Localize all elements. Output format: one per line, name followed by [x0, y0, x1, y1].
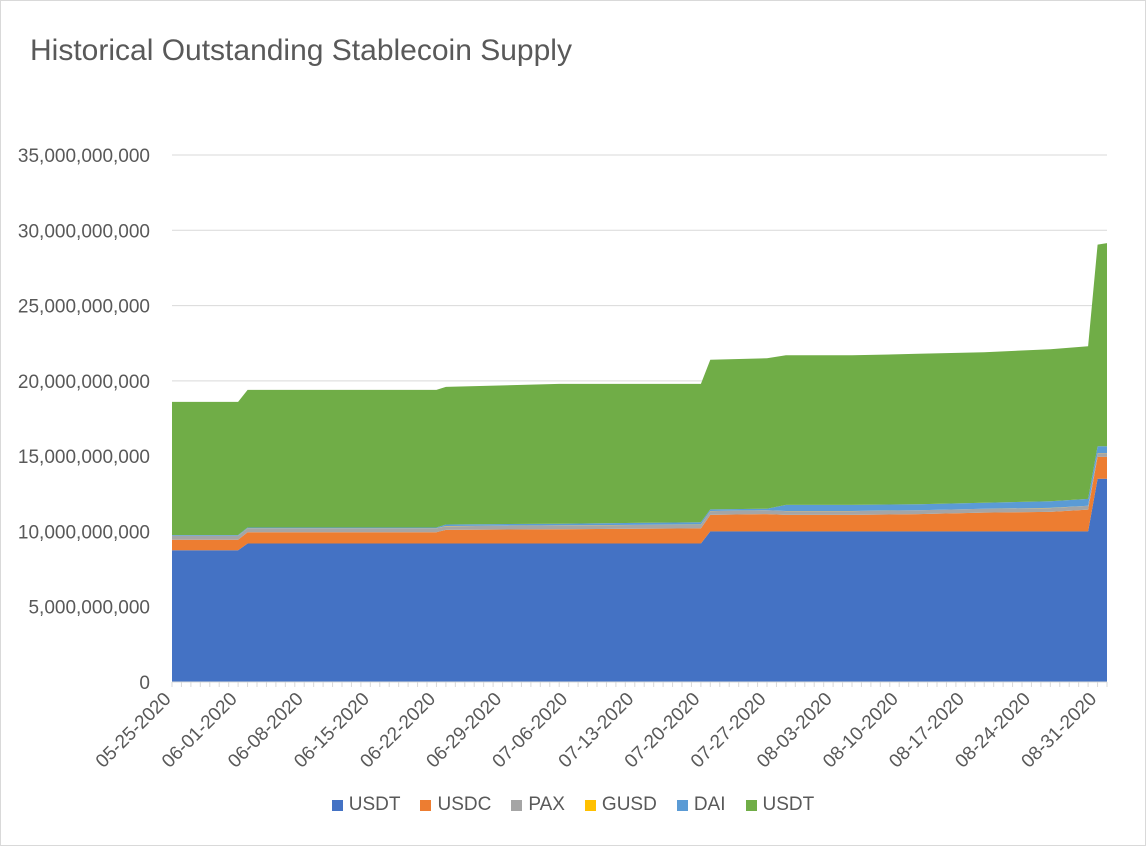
legend-item-pax: PAX	[511, 794, 565, 816]
area-series-3-pax	[172, 453, 1107, 540]
legend-item-dai: DAI	[676, 794, 726, 816]
y-tick-label: 30,000,000,000	[18, 221, 150, 242]
legend-swatch	[420, 799, 432, 811]
area-series-1-usdt	[172, 478, 1107, 682]
area-series-2-usdc	[172, 456, 1107, 551]
legend-label: USDT	[762, 794, 815, 815]
y-tick-label: 5,000,000,000	[28, 598, 150, 619]
y-tick-label: 25,000,000,000	[18, 297, 150, 318]
legend-item-usdt: USDT	[745, 794, 815, 816]
legend-label: PAX	[528, 794, 565, 815]
y-tick-label: 20,000,000,000	[18, 372, 150, 393]
legend-label: GUSD	[601, 794, 657, 815]
legend-item-usdt: USDT	[331, 794, 401, 816]
area-series	[172, 243, 1107, 682]
legend-item-usdc: USDC	[420, 794, 491, 816]
legend: USDT USDC PAX GUSD DAI USDT	[0, 794, 1146, 816]
legend-swatch	[676, 799, 688, 811]
y-tick-label: 15,000,000,000	[18, 447, 150, 468]
legend-label: DAI	[693, 794, 726, 815]
legend-label: USDT	[348, 794, 401, 815]
legend-swatch	[511, 799, 523, 811]
legend-swatch	[584, 799, 596, 811]
y-tick-label: 0	[139, 673, 150, 694]
legend-swatch	[745, 799, 757, 811]
chart-title: Historical Outstanding Stablecoin Supply	[30, 34, 572, 67]
y-tick-label: 35,000,000,000	[18, 146, 150, 167]
legend-item-gusd: GUSD	[584, 794, 657, 816]
y-tick-label: 10,000,000,000	[18, 522, 150, 543]
legend-label: USDC	[437, 794, 492, 815]
legend-swatch	[331, 799, 343, 811]
area-series-6-usdt	[172, 243, 1107, 535]
